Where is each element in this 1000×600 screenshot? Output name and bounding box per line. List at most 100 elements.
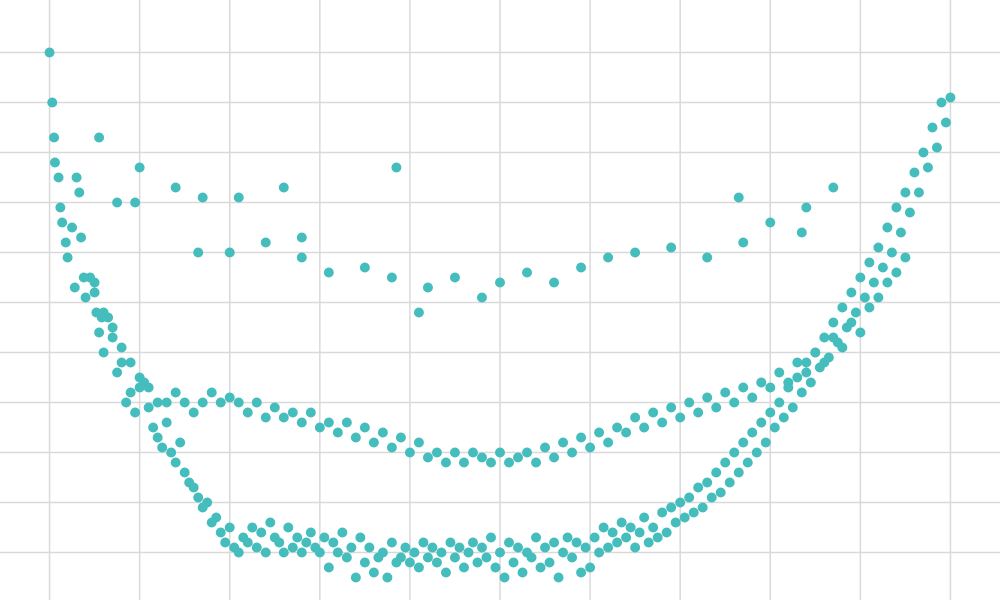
data-point — [314, 547, 325, 558]
data-point — [666, 242, 677, 253]
data-point — [386, 442, 397, 453]
data-point — [756, 377, 767, 388]
data-point — [504, 457, 515, 468]
data-point — [603, 542, 614, 553]
data-point — [422, 282, 433, 293]
data-point — [152, 397, 163, 408]
data-point — [197, 397, 208, 408]
data-point — [449, 447, 460, 458]
data-point — [733, 192, 744, 203]
data-point — [242, 537, 253, 548]
data-point — [598, 522, 609, 533]
data-point — [476, 292, 487, 303]
data-point — [522, 447, 533, 458]
data-point — [720, 387, 731, 398]
data-point — [801, 367, 812, 378]
data-point — [495, 547, 505, 558]
data-point — [679, 512, 690, 523]
data-point — [382, 572, 393, 583]
data-point — [134, 162, 145, 173]
data-point — [517, 567, 528, 578]
data-point — [94, 132, 105, 143]
data-point — [274, 537, 285, 548]
data-point — [260, 547, 271, 558]
data-point — [458, 457, 469, 468]
data-point — [481, 552, 492, 563]
data-point — [648, 522, 659, 533]
data-point — [513, 452, 524, 463]
data-point — [472, 557, 483, 568]
data-point — [913, 187, 924, 198]
data-point — [589, 532, 600, 543]
data-point — [630, 247, 641, 258]
data-point — [377, 547, 388, 558]
data-point — [594, 427, 605, 438]
data-point — [616, 517, 627, 528]
data-point — [792, 357, 803, 368]
data-point — [922, 162, 933, 173]
data-point — [702, 392, 713, 403]
data-point — [769, 422, 780, 433]
data-point — [891, 202, 902, 213]
data-point — [121, 397, 132, 408]
data-point — [188, 482, 199, 493]
data-point — [760, 437, 771, 448]
data-point — [359, 557, 370, 568]
data-point — [765, 407, 776, 418]
data-point — [247, 522, 258, 533]
data-point — [323, 562, 334, 573]
data-point — [612, 422, 623, 433]
data-point — [886, 247, 897, 258]
data-point — [895, 227, 906, 238]
data-point — [657, 507, 668, 518]
data-point — [738, 382, 749, 393]
data-point — [670, 517, 681, 528]
data-point — [729, 397, 740, 408]
data-point — [540, 542, 551, 553]
data-point — [305, 407, 316, 418]
data-point — [576, 432, 587, 443]
data-point — [900, 252, 911, 263]
data-point — [688, 507, 699, 518]
data-point — [837, 342, 848, 353]
data-point — [418, 537, 429, 548]
data-point — [873, 242, 884, 253]
data-point — [693, 482, 704, 493]
data-point — [549, 452, 560, 463]
data-point — [278, 412, 289, 423]
data-point — [233, 547, 244, 558]
data-point — [265, 517, 276, 528]
data-point — [400, 542, 411, 553]
data-point — [855, 327, 866, 338]
data-point — [666, 402, 677, 413]
data-point — [134, 372, 145, 383]
data-point — [256, 527, 267, 538]
data-point — [801, 357, 812, 368]
data-point — [60, 237, 71, 248]
data-point — [350, 572, 361, 583]
data-point — [161, 397, 172, 408]
data-point — [702, 252, 713, 263]
data-point — [634, 527, 645, 538]
data-point — [404, 557, 415, 568]
data-point — [125, 387, 136, 398]
data-point — [107, 322, 118, 333]
data-point — [224, 522, 235, 533]
data-point — [801, 202, 812, 213]
data-point — [57, 217, 68, 228]
data-point — [661, 527, 672, 538]
data-point — [413, 437, 424, 448]
data-point — [233, 397, 244, 408]
data-point — [170, 387, 181, 398]
data-point — [287, 407, 298, 418]
data-point — [720, 457, 731, 468]
data-point — [697, 502, 708, 513]
data-point — [535, 562, 546, 573]
data-point — [504, 537, 515, 548]
data-point — [724, 477, 735, 488]
data-point — [427, 542, 438, 553]
data-point — [125, 357, 136, 368]
data-point — [882, 277, 893, 288]
data-point — [675, 412, 686, 423]
